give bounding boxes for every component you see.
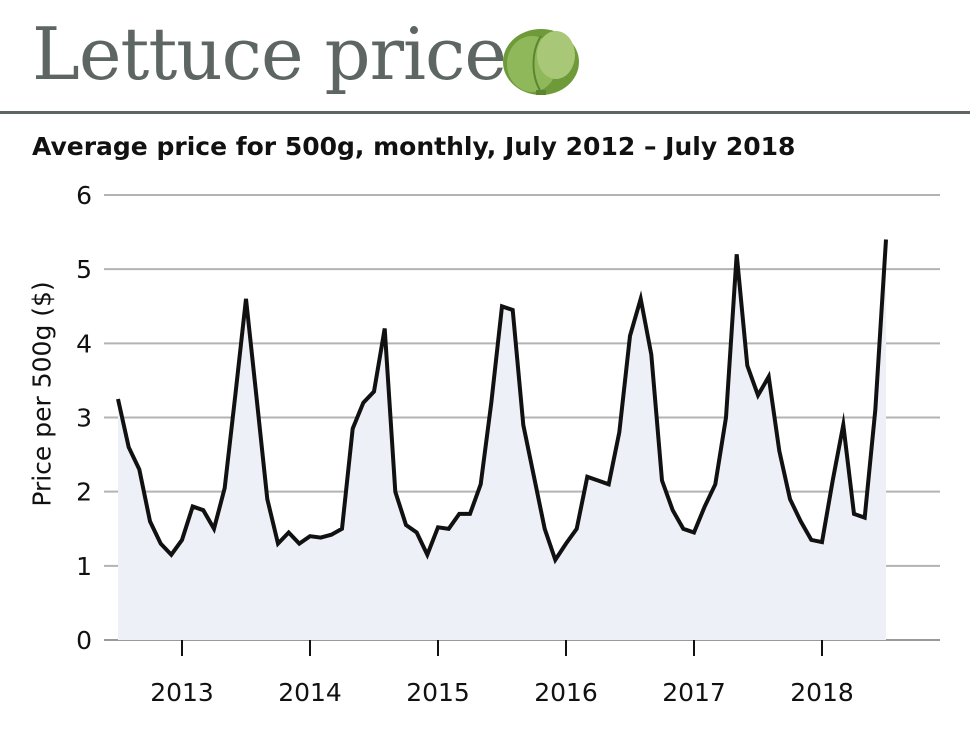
y-tick-label: 2: [76, 478, 92, 507]
series-area: [118, 239, 886, 640]
y-tick-label: 3: [76, 404, 92, 433]
x-tick-label: 2018: [790, 678, 854, 707]
y-axis-label: Price per 500g ($): [27, 281, 57, 507]
chart-subtitle: Average price for 500g, monthly, July 20…: [32, 132, 796, 161]
x-tick-label: 2016: [534, 678, 598, 707]
x-tick-label: 2015: [406, 678, 470, 707]
y-tick-label: 5: [76, 255, 92, 284]
x-tick-label: 2013: [150, 678, 214, 707]
series-line: [116, 239, 888, 565]
y-tick-label: 6: [76, 181, 92, 210]
x-tick-label: 2017: [662, 678, 726, 707]
lettuce-icon: [503, 29, 579, 95]
y-tick-label: 0: [76, 626, 92, 655]
chart-title: Lettuce price: [32, 12, 507, 96]
y-tick-label: 4: [76, 329, 92, 358]
y-tick-label: 1: [76, 552, 92, 581]
title-rule: [0, 111, 970, 114]
x-tick-label: 2014: [278, 678, 342, 707]
